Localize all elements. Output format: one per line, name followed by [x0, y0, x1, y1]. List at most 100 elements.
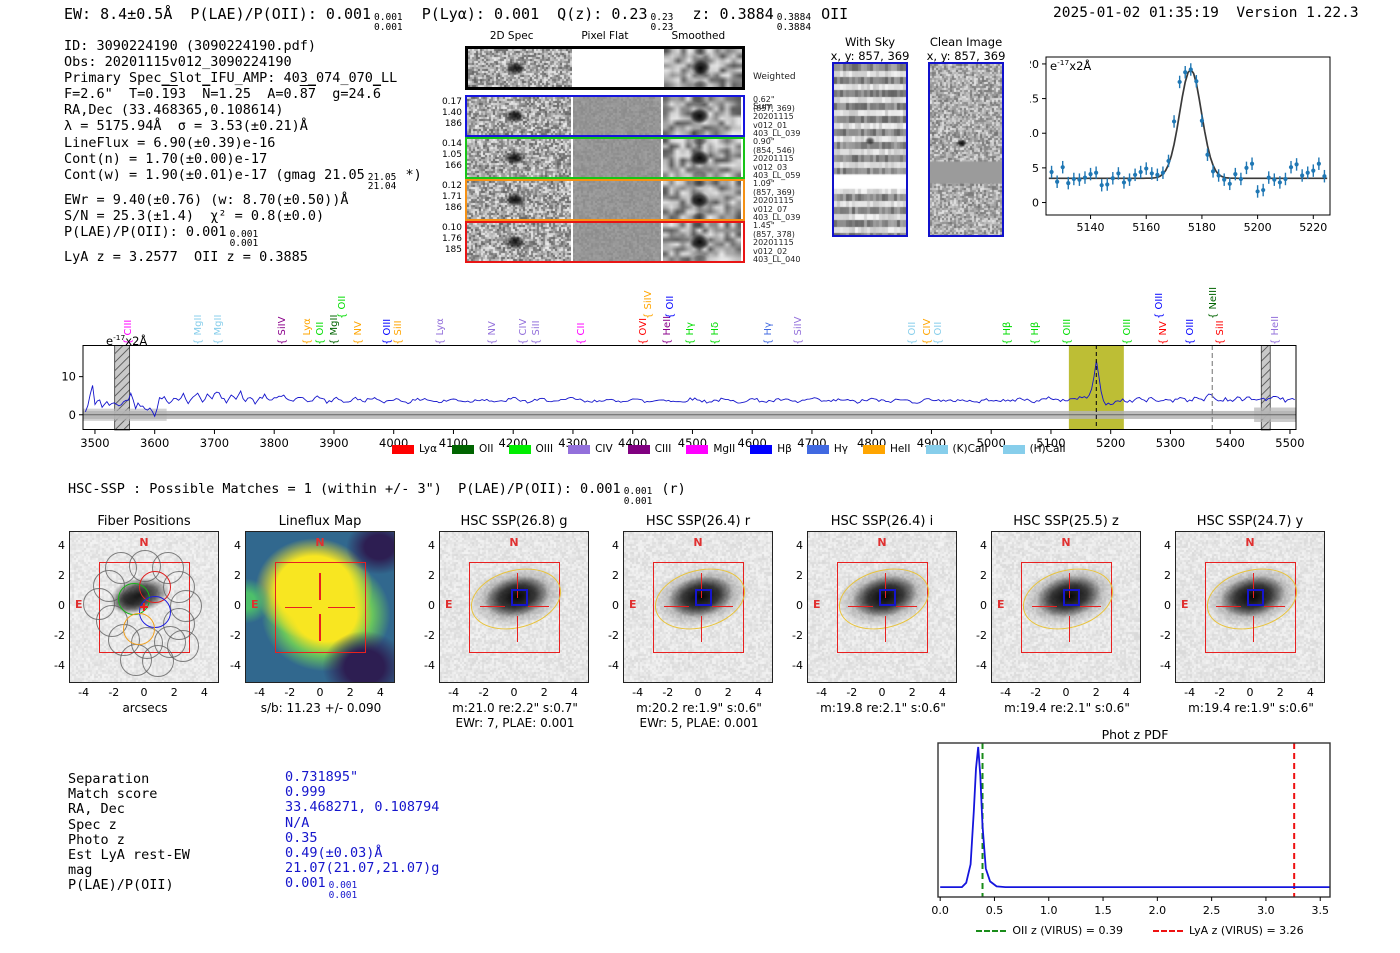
y-axis-tick: 4 — [428, 538, 435, 552]
svg-text:5200: 5200 — [1096, 436, 1125, 450]
line-label-nv: { NV — [486, 321, 498, 345]
x-axis-tick: -2 — [108, 686, 120, 699]
compass-east-label: E — [445, 598, 453, 611]
y-axis-tick: -4 — [792, 659, 803, 673]
cutout-title: HSC SSP(25.5) z — [1013, 514, 1119, 529]
svg-text:1.5: 1.5 — [1094, 904, 1112, 917]
row-right-info: 1.45" (857, 378) 20201115 v012_02 403_LL_040 — [753, 221, 815, 265]
match-field-value: 0.001 0.001 0.001 — [285, 876, 439, 900]
compass-north-label: N — [509, 536, 519, 549]
line-label-oii: { OII — [906, 321, 918, 345]
text-segment: x2Å — [125, 333, 148, 348]
y-axis-tick: 2 — [796, 568, 803, 582]
info-line: RA,Dec (33.468365,0.108614) — [64, 102, 422, 118]
svg-text:5200: 5200 — [1244, 221, 1272, 234]
spectral-line-labels-layer: { CIII{ MgII{ MgII{ SiIV{ Lyα{ OII{ MgII… — [55, 263, 1305, 345]
weighted-sum-label: Weighted Sum — [753, 52, 815, 132]
info-line: Primary Spec_Slot_IFU_AMP: 403_074_070_L… — [64, 70, 422, 86]
match-aperture-box — [695, 589, 712, 606]
x-axis-tick: 0 — [316, 686, 324, 699]
line-label-civ: { CIV — [921, 318, 933, 345]
row-right-info: 1.09" (857, 369) 20201115 v012_07 403_LL_039 — [753, 179, 815, 223]
text-segment: 0.49(±0.03)Å — [285, 845, 383, 862]
line-label-oii: { OII — [665, 295, 677, 319]
spec2d-row — [465, 95, 745, 137]
y-axis-tick: 0 — [1164, 599, 1171, 612]
legend-item: OIII — [508, 443, 553, 455]
y-axis-tick: 0 — [428, 599, 435, 612]
photz-legend-item: LyA z (VIRUS) = 3.26 — [1153, 924, 1304, 937]
svg-text:3800: 3800 — [260, 436, 289, 450]
x-axis-tick: 4 — [1122, 686, 1130, 699]
info-line: (854, 546) — [753, 145, 795, 155]
crosshair-segment — [516, 616, 519, 642]
cutout-title: Fiber Positions — [97, 514, 191, 529]
info-line: v012_03 — [753, 162, 788, 172]
y-axis-tick: 4 — [796, 538, 803, 552]
superscript: -17 — [113, 333, 126, 342]
text-segment: ID: 3090224190 (3090224190.pdf) — [64, 38, 316, 54]
line-label-mgii: { MgII — [328, 314, 340, 345]
x-axis-tick: -4 — [78, 686, 90, 699]
hsc-match-summary-line: HSC-SSP : Possible Matches = 1 (within +… — [68, 481, 686, 506]
svg-text:3.5: 3.5 — [1311, 904, 1329, 917]
compass-north-label: N — [693, 536, 703, 549]
text-segment: 0.731895" — [285, 769, 359, 785]
info-line: Cont(w) = 1.90(±0.01)e-17 (gmag 21.05 21.… — [64, 167, 422, 192]
crosshair-segment — [285, 606, 312, 609]
info-line: 1.45" — [753, 221, 775, 230]
x-axis-tick: 0 — [878, 686, 886, 699]
clean-image — [930, 64, 1002, 235]
line-label-siii: { SiII — [393, 320, 405, 345]
match-aperture-box — [1247, 589, 1264, 606]
superscript: -17 — [1057, 58, 1070, 67]
legend-label: HeII — [889, 443, 911, 455]
red-extent-box — [468, 561, 560, 653]
crosshair-segment — [1068, 616, 1071, 642]
row-smoothed-image — [663, 139, 741, 177]
sky-panel-image-frame — [928, 62, 1004, 237]
svg-text:3900: 3900 — [319, 436, 348, 450]
cutout-title: HSC SSP(24.7) y — [1196, 514, 1304, 529]
info-line: 0.62" — [753, 95, 775, 104]
text-segment: 19 — [161, 86, 178, 103]
sky-title: With Sky — [844, 35, 896, 49]
info-line: Obs: 20201115v012_3090224190 — [64, 54, 422, 70]
row-smoothed-image — [663, 223, 741, 261]
compass-east-label: E — [1181, 598, 1189, 611]
y-axis-tick: 4 — [980, 538, 987, 552]
y-axis-tick: 2 — [1164, 568, 1171, 582]
y-axis-tick: -4 — [1160, 659, 1171, 673]
match-field-value: 0.49(±0.03)Å — [285, 845, 439, 862]
y-axis-tick: 0 — [58, 599, 65, 612]
compass-north-label: N — [315, 536, 325, 549]
svg-text:3600: 3600 — [140, 436, 169, 450]
legend-item: Hβ — [750, 443, 792, 455]
cutout-caption: m:21.0 re:2.2" s:0.7" — [452, 701, 578, 715]
text-segment: x2Å — [1069, 58, 1092, 73]
col-header-pixelflat: Pixel Flat — [581, 30, 629, 42]
crosshair-segment — [1080, 605, 1101, 608]
crosshair-segment — [848, 605, 873, 608]
line-label-mgii: { MgII — [192, 314, 204, 345]
legend-label: CIII — [654, 443, 672, 455]
text-segment: S/N = 25.3(±1.4) χ² = 0.8(±0.0) — [64, 207, 325, 224]
fit-plot-units-annotation: e-17x2Å — [1050, 58, 1091, 73]
galaxy-cutout-image — [808, 532, 956, 682]
cutout-caption-2: EWr: 7, PLAE: 0.001 — [455, 716, 575, 730]
text-segment: 87 — [299, 86, 317, 103]
svg-text:5: 5 — [1032, 162, 1039, 175]
cutout-caption: arcsecs — [122, 701, 168, 715]
version-label: Version 1.22.3 — [1236, 5, 1359, 21]
stat-line: 1.05 — [441, 150, 462, 160]
crosshair-segment — [884, 616, 887, 642]
match-field-label: P(LAE)/P(OII) — [68, 877, 174, 894]
info-line: λ = 5175.94Å σ = 3.53(±0.21)Å — [64, 118, 422, 134]
crosshair-segment — [528, 605, 549, 608]
line-label-oiii: { OIII — [1185, 318, 1197, 345]
sky-title: Clean Image — [929, 35, 1003, 49]
crosshair-segment — [1032, 605, 1057, 608]
row-pixelflat-image — [573, 139, 661, 177]
red-extent-box — [274, 561, 366, 653]
